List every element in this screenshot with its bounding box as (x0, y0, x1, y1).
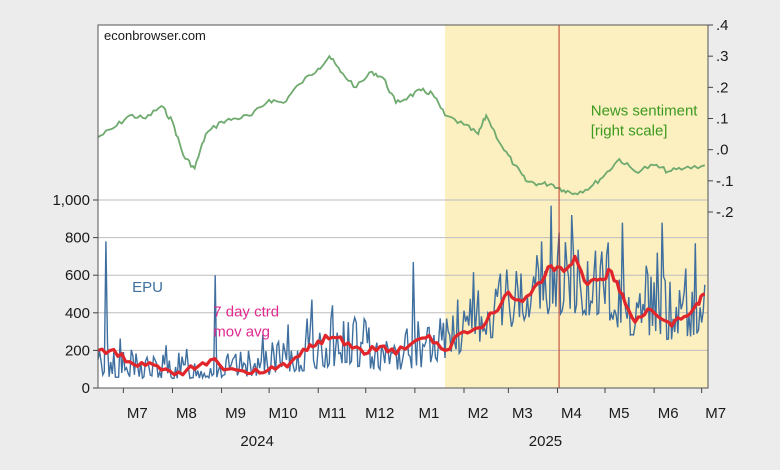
x-tick-label: M12 (365, 405, 394, 422)
x-tick-label: M2 (468, 405, 489, 422)
x-tick-label: M11 (318, 405, 346, 422)
moving-average-line (97, 254, 706, 377)
left-tick-label: 1,000 (52, 192, 90, 209)
year-label: 2025 (529, 433, 562, 450)
x-tick-label: M1 (418, 405, 439, 422)
x-tick-label: M7 (127, 405, 148, 422)
year-label: 2024 (240, 433, 273, 450)
x-tick-label: M5 (609, 405, 630, 422)
x-tick-label: M4 (561, 405, 582, 422)
moving-average-label: mov avg (213, 324, 270, 341)
right-tick-label: .2 (716, 79, 729, 96)
axis-ticks: 0 200 400 600 800 1,000 -.2 -.1 .0 .1 .2 .3 .4 M7 M8 M9… (52, 17, 733, 450)
news-sentiment-line (97, 54, 706, 196)
left-tick-label: 800 (65, 230, 90, 247)
right-tick-label: -.1 (716, 173, 734, 190)
left-tick-label: 0 (82, 380, 90, 397)
series-labels: EPU 7 day ctrd mov avg News sentiment [right… (132, 102, 698, 340)
x-tick-label: M10 (269, 405, 298, 422)
right-tick-label: .3 (716, 48, 729, 65)
left-tick-label: 200 (65, 342, 90, 359)
x-tick-label: M7 (705, 405, 726, 422)
x-tick-label: M8 (176, 405, 197, 422)
plot-frame (97, 24, 709, 389)
source-label: econbrowser.com (104, 28, 206, 43)
news-sentiment-label: [right scale] (591, 122, 668, 139)
moving-average-label: 7 day ctrd (213, 304, 279, 321)
right-tick-label: .1 (716, 111, 729, 128)
series-layer (97, 54, 706, 381)
x-tick-label: M6 (658, 405, 679, 422)
x-tick-label: M9 (225, 405, 246, 422)
right-tick-label: -.2 (716, 204, 734, 221)
left-tick-label: 400 (65, 305, 90, 322)
epu-line (97, 205, 706, 381)
right-tick-label: .0 (716, 142, 729, 159)
epu-label: EPU (132, 279, 163, 296)
news-sentiment-label: News sentiment (591, 102, 699, 119)
left-tick-label: 600 (65, 267, 90, 284)
right-tick-label: .4 (716, 17, 729, 34)
shaded-region (444, 25, 708, 388)
x-tick-label: M3 (512, 405, 533, 422)
